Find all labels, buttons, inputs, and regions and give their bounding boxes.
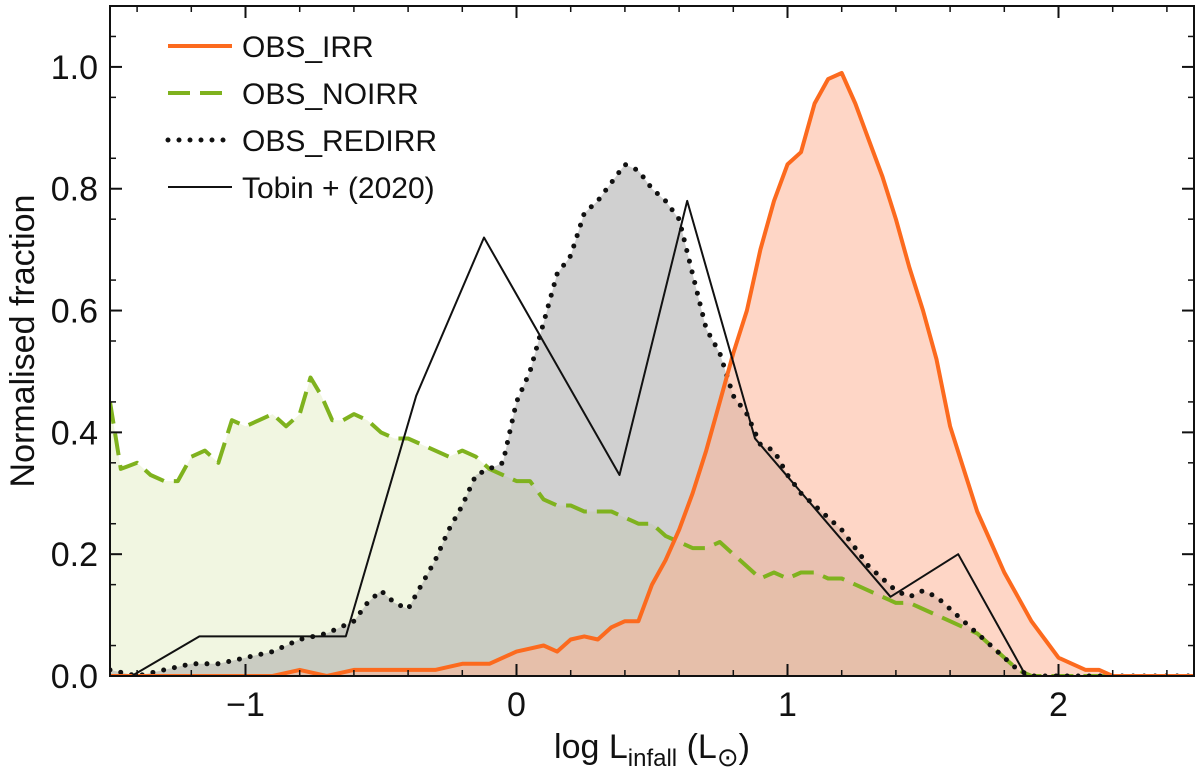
x-axis-title-prefix: log L xyxy=(554,728,628,766)
y-tick-label: 0.6 xyxy=(51,293,98,331)
x-tick-label: −1 xyxy=(226,686,265,724)
y-axis-title: Normalised fraction xyxy=(4,195,42,488)
area-obs-redirr xyxy=(110,164,1194,676)
x-tick-label: 0 xyxy=(507,686,526,724)
line-tobin-2020 xyxy=(131,199,1027,676)
y-tick-label: 0.2 xyxy=(51,536,98,574)
x-tick-label: 2 xyxy=(1049,686,1068,724)
line-obs-noirr xyxy=(110,375,1194,676)
y-tick-label: 0.4 xyxy=(51,414,98,452)
y-tick-label: 0.0 xyxy=(51,658,98,696)
x-tick-label: 1 xyxy=(778,686,797,724)
series-fills xyxy=(110,73,1194,676)
x-axis-title-subscript: infall xyxy=(628,745,677,772)
x-axis-title-close: ) xyxy=(739,728,750,766)
line-obs-irr xyxy=(110,71,1194,676)
legend-label-obs-irr: OBS_IRR xyxy=(242,31,374,64)
line-obs-redirr xyxy=(110,161,1194,676)
legend-label-tobin-2020: Tobin + (2020) xyxy=(242,172,435,205)
series-lines xyxy=(110,71,1194,676)
x-axis-title-sun: ⊙ xyxy=(717,742,739,772)
area-obs-irr xyxy=(110,73,1194,676)
legend-label-obs-redirr: OBS_REDIRR xyxy=(242,125,437,158)
legend-label-obs-noirr: OBS_NOIRR xyxy=(242,78,419,111)
y-tick-label: 1.0 xyxy=(51,49,98,87)
x-axis-title: log Linfall (L⊙) xyxy=(554,728,750,772)
y-tick-label: 0.8 xyxy=(51,171,98,209)
legend: OBS_IRR OBS_NOIRR OBS_REDIRR Tobin + (2020) xyxy=(165,31,437,205)
x-axis-title-suffix: (L xyxy=(677,728,717,766)
axis-ticks: −1 0 1 2 0.0 0.2 0.4 0.6 0.8 1.0 xyxy=(51,6,1194,724)
